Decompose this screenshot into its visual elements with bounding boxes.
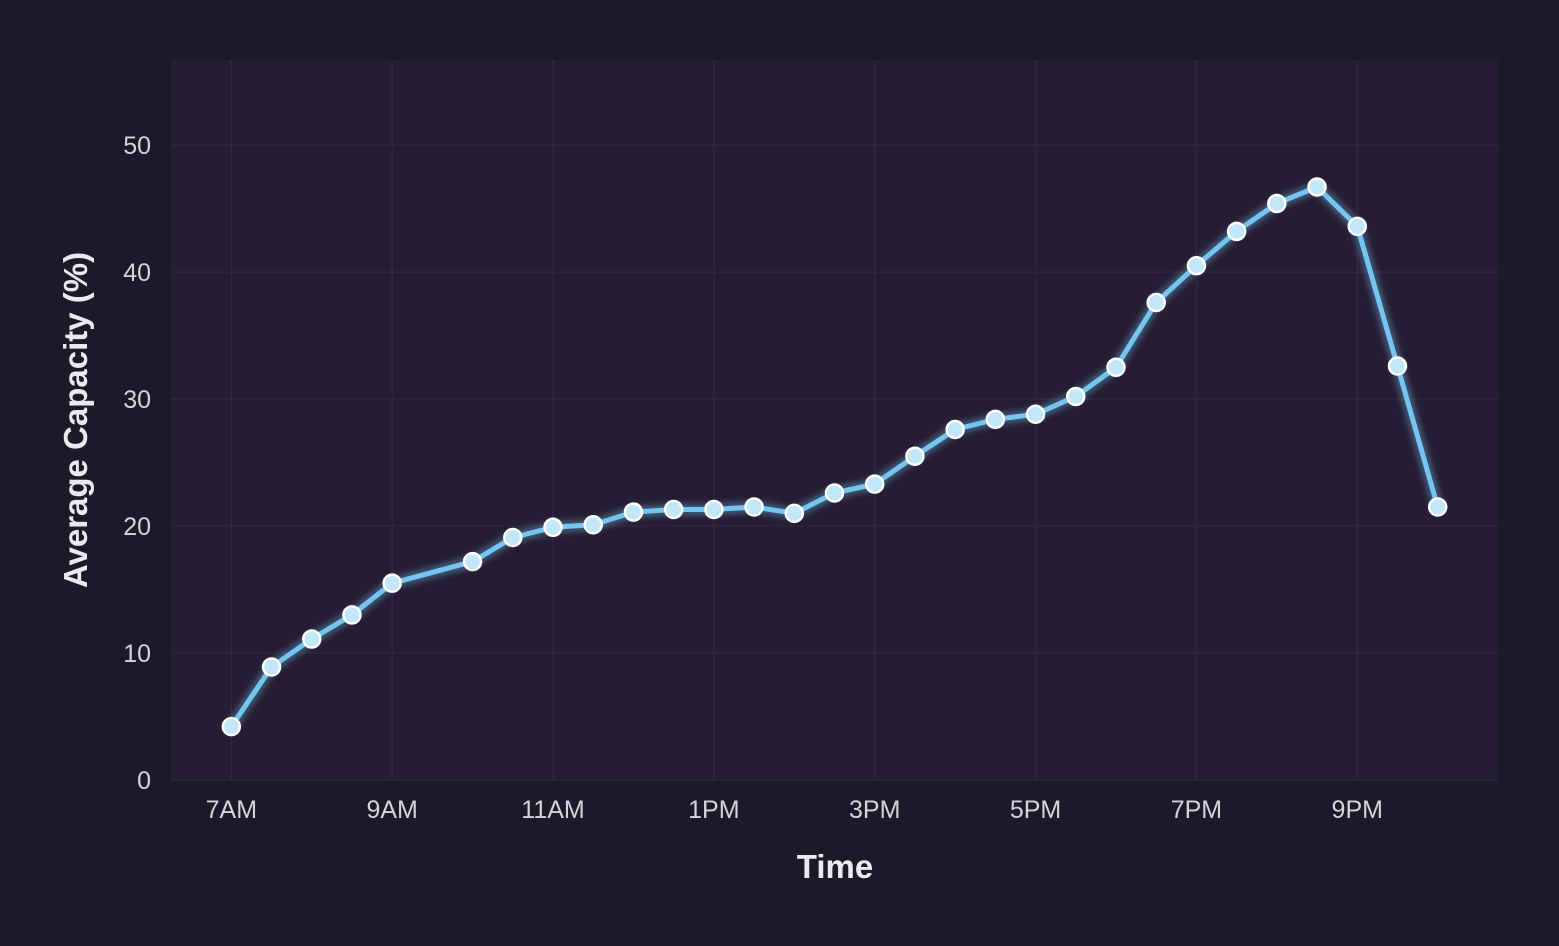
data-point <box>1146 292 1166 313</box>
data-point <box>1226 221 1247 242</box>
data-point <box>342 605 362 625</box>
data-point <box>382 573 402 593</box>
y-tick-label: 50 <box>123 132 151 160</box>
data-point <box>945 419 965 440</box>
data-point <box>985 409 1006 430</box>
x-axis-title: Time <box>797 848 873 885</box>
x-tick-label: 1PM <box>688 796 739 824</box>
data-point <box>1025 404 1046 425</box>
plot-area <box>171 60 1498 780</box>
y-axis-title: Average Capacity (%) <box>57 252 94 588</box>
y-tick-label: 40 <box>123 259 151 287</box>
x-tick-label: 11AM <box>521 796 584 824</box>
data-point <box>744 497 764 517</box>
data-point <box>623 502 644 522</box>
data-point <box>864 474 885 494</box>
data-point <box>824 483 845 503</box>
data-point <box>1347 216 1368 237</box>
data-point <box>301 629 322 649</box>
data-point <box>905 446 925 466</box>
x-tick-label: 7AM <box>206 796 257 824</box>
data-point <box>784 503 805 524</box>
data-point <box>543 517 563 538</box>
data-point <box>261 657 282 677</box>
y-tick-label: 0 <box>137 767 151 795</box>
x-tick-label: 9PM <box>1332 796 1383 824</box>
series-group <box>221 177 1448 737</box>
data-point <box>1427 497 1448 517</box>
grid-lines <box>171 60 1498 781</box>
x-tick-label: 3PM <box>849 796 900 824</box>
x-axis-ticks: 7AM 9AM 11AM 1PM 3PM 5PM 7PM 9PM <box>206 796 1383 824</box>
data-point <box>1387 356 1408 376</box>
data-point <box>1267 193 1287 214</box>
data-point <box>1106 357 1126 378</box>
y-axis-ticks: 0 10 20 30 40 50 <box>123 132 151 795</box>
x-tick-label: 5PM <box>1010 796 1061 824</box>
data-point <box>462 551 483 572</box>
data-point <box>1066 386 1086 407</box>
x-tick-label: 9AM <box>366 796 417 824</box>
y-tick-label: 10 <box>123 640 151 668</box>
data-point <box>1186 255 1207 276</box>
y-tick-label: 20 <box>123 513 151 541</box>
data-point <box>583 515 603 535</box>
data-point <box>221 716 242 737</box>
x-tick-label: 7PM <box>1171 796 1222 824</box>
data-point <box>1307 177 1327 197</box>
data-point <box>704 499 724 520</box>
y-tick-label: 30 <box>123 386 151 414</box>
data-point <box>663 499 684 520</box>
data-point <box>503 527 523 548</box>
